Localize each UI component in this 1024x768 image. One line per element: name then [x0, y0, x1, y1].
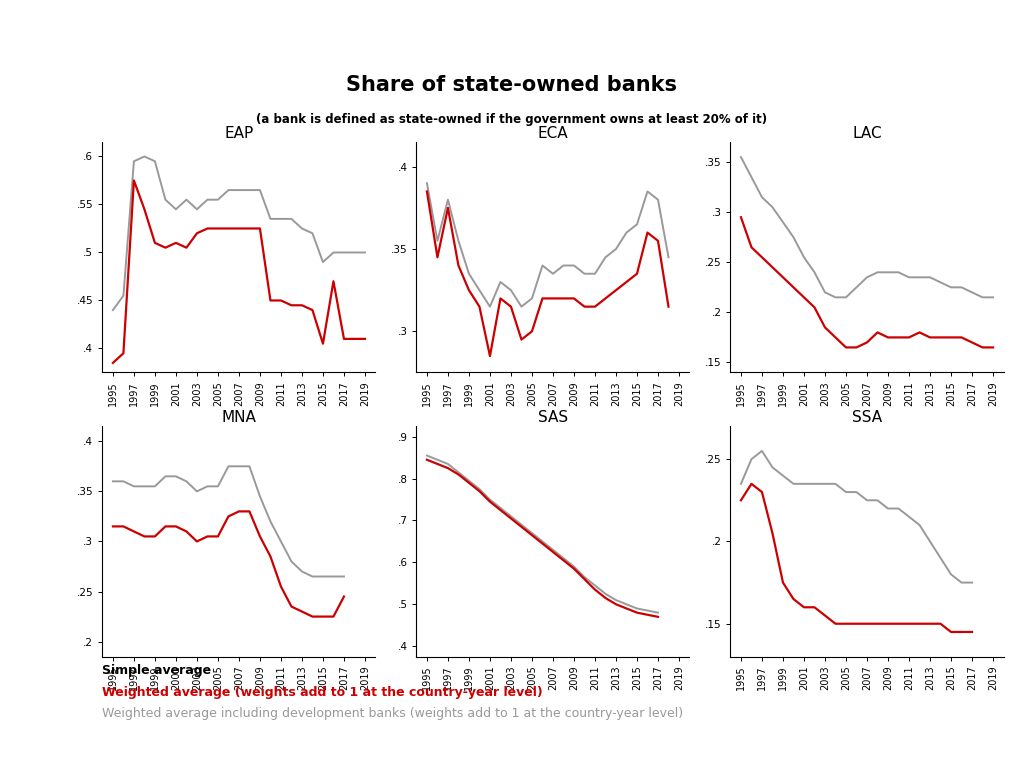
- Text: State ownership across time and space: State ownership across time and space: [15, 20, 600, 45]
- Text: Weighted average including development banks (weights add to 1 at the country-ye: Weighted average including development b…: [102, 707, 684, 720]
- Title: EAP: EAP: [224, 126, 254, 141]
- Title: SAS: SAS: [538, 410, 568, 425]
- Title: MNA: MNA: [221, 410, 256, 425]
- Title: SSA: SSA: [852, 410, 882, 425]
- Text: Share of state-owned banks: Share of state-owned banks: [346, 74, 678, 94]
- Text: (a bank is defined as state-owned if the government owns at least 20% of it): (a bank is defined as state-owned if the…: [256, 113, 768, 126]
- Text: Weighted average (weights add to 1 at the country-year level): Weighted average (weights add to 1 at th…: [102, 686, 543, 699]
- Text: Simple average: Simple average: [102, 664, 212, 677]
- Title: LAC: LAC: [852, 126, 882, 141]
- Title: ECA: ECA: [538, 126, 568, 141]
